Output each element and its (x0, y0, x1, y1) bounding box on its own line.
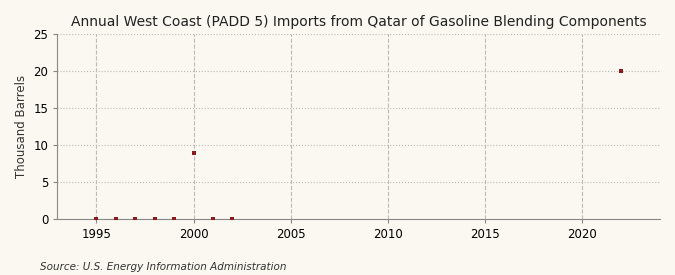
Title: Annual West Coast (PADD 5) Imports from Qatar of Gasoline Blending Components: Annual West Coast (PADD 5) Imports from … (71, 15, 647, 29)
Point (130, 217, 140, 221)
Point (227, 217, 238, 221)
Point (616, 69, 626, 73)
Y-axis label: Thousand Barrels: Thousand Barrels (15, 75, 28, 178)
Point (207, 217, 218, 221)
Point (169, 217, 180, 221)
Point (91, 217, 102, 221)
Point (188, 151, 199, 155)
Point (149, 217, 160, 221)
Point (111, 217, 122, 221)
Text: Source: U.S. Energy Information Administration: Source: U.S. Energy Information Administ… (40, 262, 287, 272)
